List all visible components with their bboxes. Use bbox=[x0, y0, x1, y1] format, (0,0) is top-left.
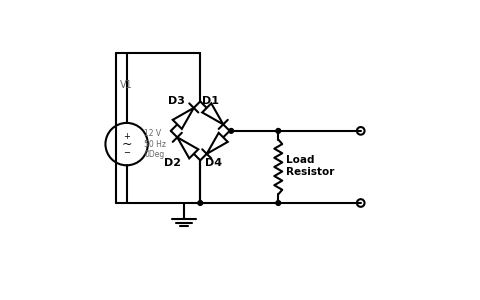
Circle shape bbox=[198, 201, 203, 206]
Text: V1: V1 bbox=[120, 80, 133, 90]
Text: 12 V
50 Hz
0Deg: 12 V 50 Hz 0Deg bbox=[144, 129, 166, 159]
Polygon shape bbox=[207, 133, 228, 154]
Polygon shape bbox=[173, 108, 194, 129]
Text: +: + bbox=[123, 132, 130, 141]
Polygon shape bbox=[177, 137, 198, 158]
Text: −: − bbox=[123, 148, 130, 157]
Circle shape bbox=[229, 128, 234, 133]
Text: ~: ~ bbox=[121, 138, 132, 151]
Text: D1: D1 bbox=[202, 96, 219, 106]
Text: D4: D4 bbox=[205, 158, 222, 168]
Circle shape bbox=[276, 201, 281, 206]
Text: Load
Resistor: Load Resistor bbox=[286, 155, 334, 177]
Circle shape bbox=[276, 128, 281, 133]
Polygon shape bbox=[202, 103, 223, 124]
Text: D3: D3 bbox=[168, 96, 185, 106]
Text: D2: D2 bbox=[164, 158, 181, 168]
